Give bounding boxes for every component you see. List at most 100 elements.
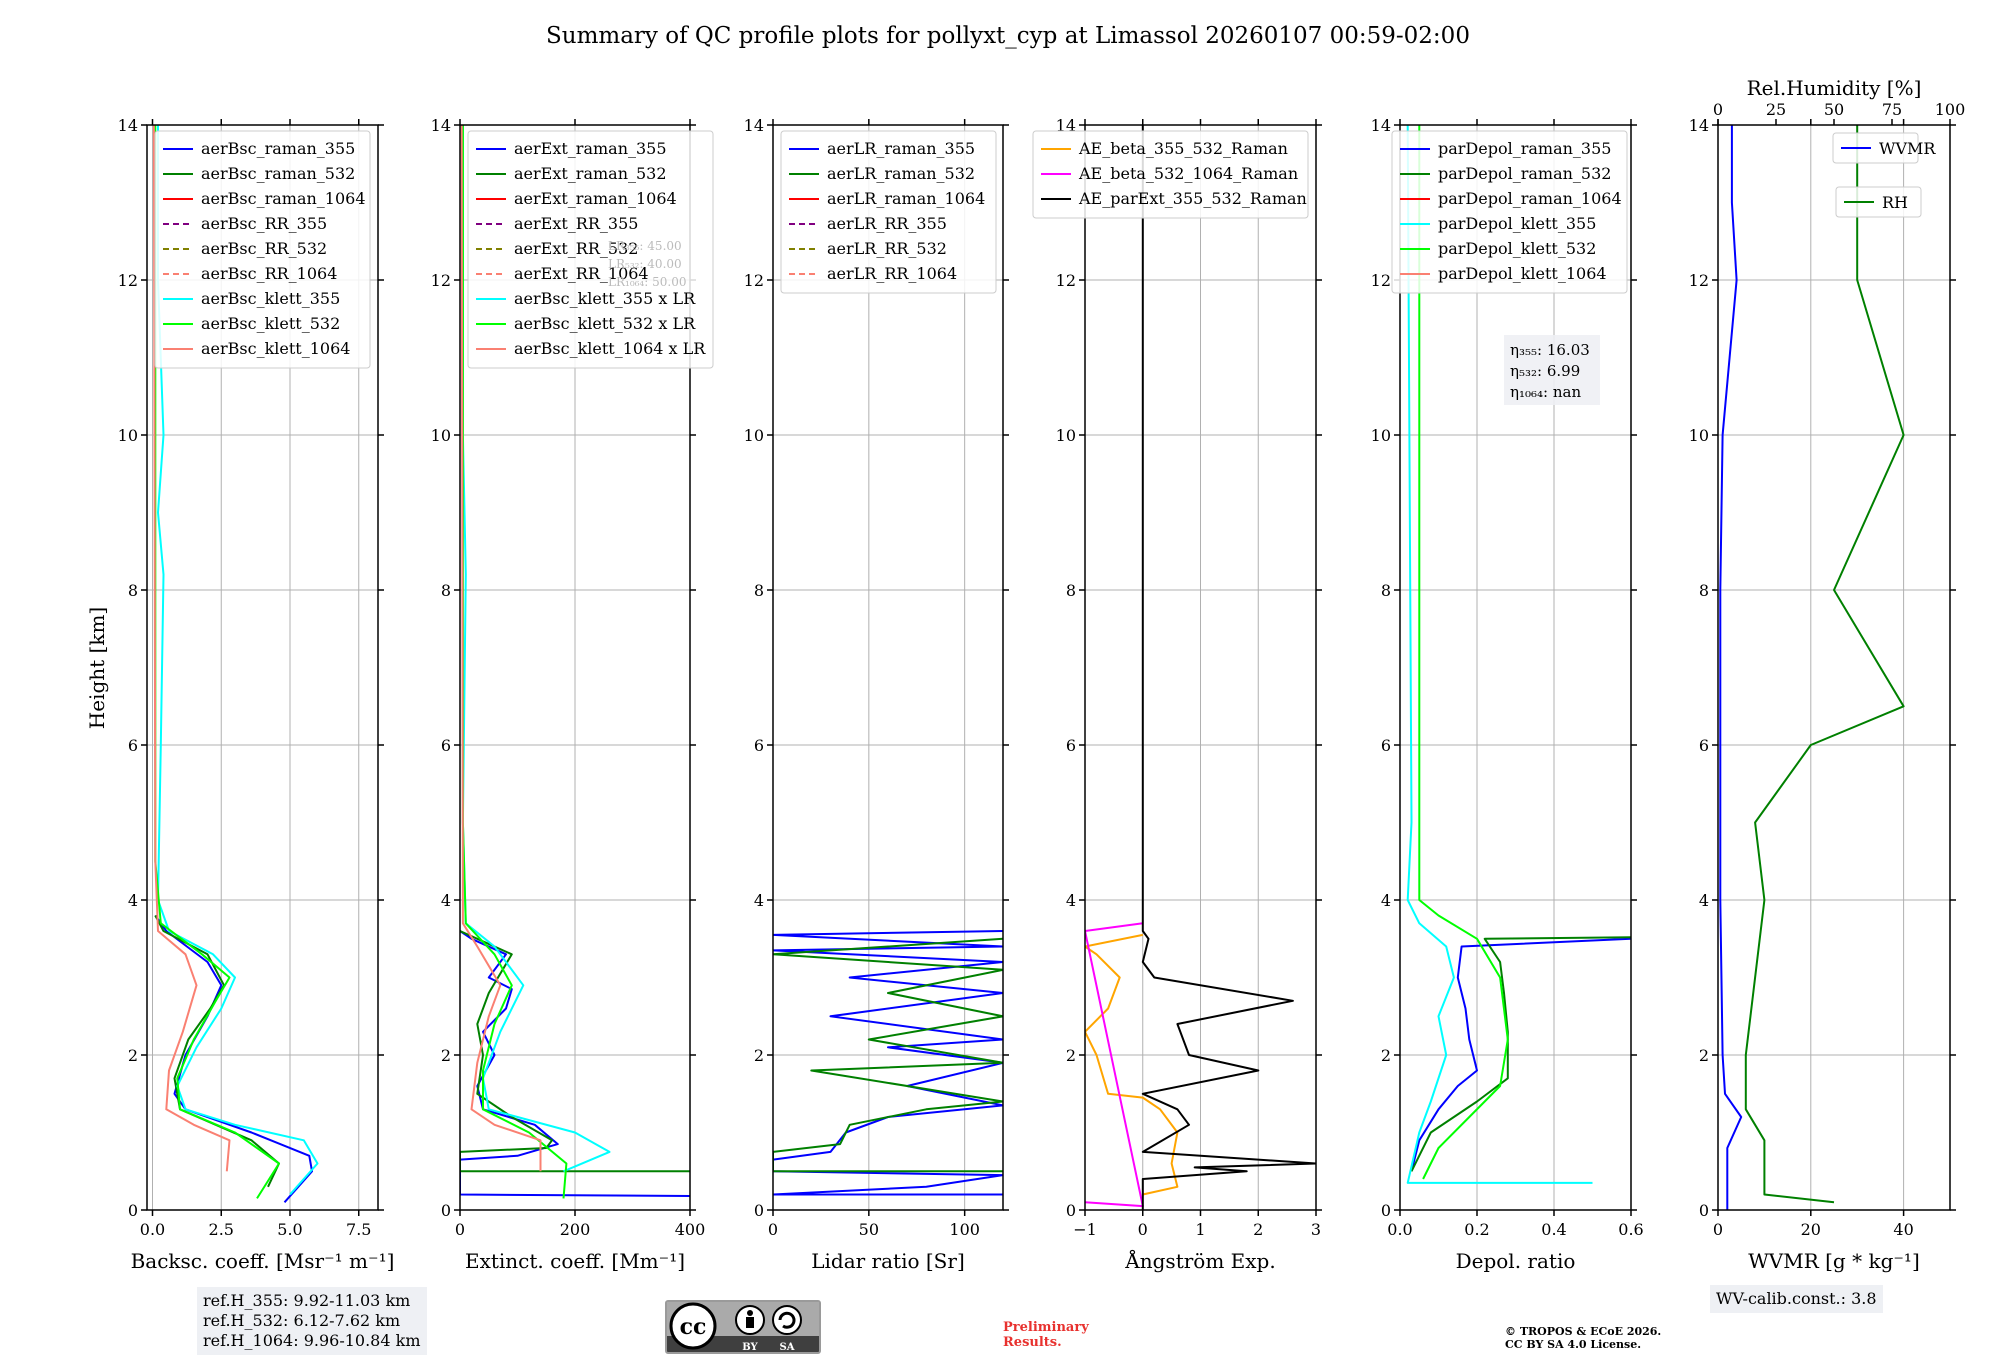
top-x-tick-label: 75	[1882, 100, 1902, 119]
ref-height-1064: ref.H_1064: 9.96-10.84 km	[203, 1331, 421, 1350]
y-tick-label: 4	[1066, 891, 1076, 910]
series-line-aerExt_raman_532	[460, 930, 690, 1173]
wv-calib-box: WV-calib.const.: 3.8	[1710, 1285, 1883, 1313]
panel-6: 0 20 40 0 2 4 6 8 10 12 14 WVMR [g * kg⁻¹] 0 25 50 75 10…	[1689, 76, 1966, 1273]
panel-1: 0.0 2.5 5.0 7.5 0 2 4 6 8 10 12 14 Backsc. coeff. [M…	[118, 116, 395, 1273]
cc-sa-text: SA	[780, 1342, 795, 1352]
series-line-aerBsc_klett_1064 x LR	[460, 125, 542, 1172]
y-tick-label: 2	[1699, 1046, 1709, 1065]
cc-badge-graphic: cc BY SA	[667, 1302, 819, 1353]
y-tick-label: 0	[1699, 1201, 1709, 1220]
x-axis-label: Backsc. coeff. [Msr⁻¹ m⁻¹]	[131, 1249, 395, 1273]
x-tick-label: 2.5	[209, 1220, 234, 1239]
lidar-ratio-label: LR₁₀₆₄: 50.00	[608, 275, 686, 289]
legend-entry-label: aerLR_raman_532	[827, 164, 975, 183]
cc-license-badge[interactable]: cc BY SA	[665, 1300, 821, 1354]
y-tick-label: 8	[1381, 581, 1391, 600]
x-tick-label: 3	[1311, 1220, 1321, 1239]
legend-entry-label: aerBsc_raman_355	[201, 139, 355, 158]
legend[interactable]: AE_beta_355_532_Raman AE_beta_532_1064_Ra…	[1032, 130, 1309, 219]
y-tick-label: 2	[128, 1046, 138, 1065]
y-tick-label: 6	[1381, 736, 1391, 755]
legend[interactable]: aerBsc_raman_355 aerBsc_raman_532 aerBsc_r…	[154, 130, 371, 369]
legend[interactable]: parDepol_raman_355 parDepol_raman_532 parD…	[1391, 130, 1628, 294]
legend-WVMR[interactable]: WVMR	[1832, 132, 1936, 164]
legend-entry-label: parDepol_klett_532	[1438, 239, 1596, 258]
y-tick-label: 2	[1066, 1046, 1076, 1065]
x-tick-label: 1	[1195, 1220, 1205, 1239]
y-tick-label: 8	[1066, 581, 1076, 600]
legend-entry-label: aerBsc_RR_1064	[201, 264, 337, 283]
lidar-ratio-label: LR₅₃₂: 40.00	[608, 257, 682, 271]
series-group	[1406, 125, 1631, 1184]
series-group	[1085, 125, 1316, 1210]
axes-frame	[772, 124, 1004, 1211]
y-tick-label: 8	[441, 581, 451, 600]
legend[interactable]: aerExt_raman_355 aerExt_raman_532 aerExt_r…	[467, 130, 714, 369]
y-tick-label: 8	[754, 581, 764, 600]
y-tick-label: 0	[1066, 1201, 1076, 1220]
legend-entry-label: aerBsc_raman_532	[201, 164, 355, 183]
legend-box	[780, 130, 997, 294]
y-tick-label: 14	[1689, 116, 1709, 135]
x-tick-label: 0.4	[1541, 1220, 1566, 1239]
x-axis-label: Depol. ratio	[1456, 1249, 1576, 1273]
axes-frame	[1399, 124, 1632, 1211]
x-tick-label: 0.0	[1387, 1220, 1412, 1239]
y-tick-label: 6	[441, 736, 451, 755]
x-tick-label: 0.0	[140, 1220, 165, 1239]
legend-entry-label: parDepol_klett_1064	[1438, 264, 1607, 283]
legend-entry-label: aerExt_raman_1064	[514, 189, 677, 208]
eta-label: η₅₃₂: 6.99	[1510, 362, 1580, 380]
y-tick-label: 0	[1381, 1201, 1391, 1220]
y-tick-label: 6	[1066, 736, 1076, 755]
y-tick-label: 8	[1699, 581, 1709, 600]
y-tick-label: 4	[1699, 891, 1709, 910]
series-line-RH	[1744, 125, 1905, 1204]
x-tick-label: 40	[1893, 1220, 1913, 1239]
eta-box	[1504, 335, 1600, 405]
y-tick-label: 6	[128, 736, 138, 755]
sa-icon	[772, 1305, 802, 1335]
x-tick-label: 0	[1138, 1220, 1148, 1239]
legend-box	[1391, 130, 1628, 294]
legend[interactable]: aerLR_raman_355 aerLR_raman_532 aerLR_rama…	[780, 130, 997, 294]
legend-entry-label: aerBsc_klett_532	[201, 314, 340, 333]
legend-entry-label: aerExt_raman_532	[514, 164, 667, 183]
series-line-aerLR_raman_355	[773, 930, 1003, 1196]
y-tick-label: 0	[754, 1201, 764, 1220]
legend-entry-label: aerLR_raman_355	[827, 139, 975, 158]
legend-entry-label: AE_beta_532_1064_Raman	[1078, 164, 1298, 183]
y-tick-label: 12	[118, 271, 138, 290]
legend-entry-label: aerBsc_RR_355	[201, 214, 327, 233]
legend-box	[1032, 130, 1309, 219]
eta-label: η₃₅₅: 16.03	[1510, 341, 1590, 359]
legend-entry-label: aerExt_RR_532	[514, 239, 638, 258]
series-group	[152, 125, 319, 1203]
legend-entry-label: AE_beta_355_532_Raman	[1078, 139, 1288, 158]
series-group	[773, 930, 1003, 1196]
ref-height-355: ref.H_355: 9.92-11.03 km	[203, 1291, 411, 1310]
x-tick-label: 400	[675, 1220, 706, 1239]
series-line-aerBsc_klett_1064	[152, 125, 231, 1172]
series-line-aerBsc_klett_355	[157, 125, 319, 1196]
legend-entry-label: aerBsc_klett_1064	[201, 339, 350, 358]
copyright-line-2: CC BY SA 4.0 License.	[1505, 1338, 1642, 1351]
x-tick-label: 0	[455, 1220, 465, 1239]
x-tick-label: 5.0	[277, 1220, 302, 1239]
y-tick-label: 14	[1056, 116, 1076, 135]
legend-RH[interactable]: RH	[1835, 186, 1922, 218]
legend-entry-label: aerBsc_raman_1064	[201, 189, 366, 208]
x-tick-label: 0.2	[1464, 1220, 1489, 1239]
legend-entry-label: aerExt_raman_355	[514, 139, 667, 158]
x-tick-label: 0.6	[1618, 1220, 1643, 1239]
x-tick-label: 0	[1713, 1220, 1723, 1239]
axes-frame	[146, 124, 379, 1211]
y-tick-label: 14	[1371, 116, 1391, 135]
series-line-WVMR	[1719, 125, 1743, 1210]
copyright-note: © TROPOS & ECoE 2026. CC BY SA 4.0 Licen…	[1505, 1325, 1661, 1351]
y-tick-label: 12	[1371, 271, 1391, 290]
legend-entry-label: aerLR_RR_532	[827, 239, 947, 258]
legend-entry-label: WVMR	[1879, 139, 1936, 158]
ref-height-532: ref.H_532: 6.12-7.62 km	[203, 1311, 401, 1330]
